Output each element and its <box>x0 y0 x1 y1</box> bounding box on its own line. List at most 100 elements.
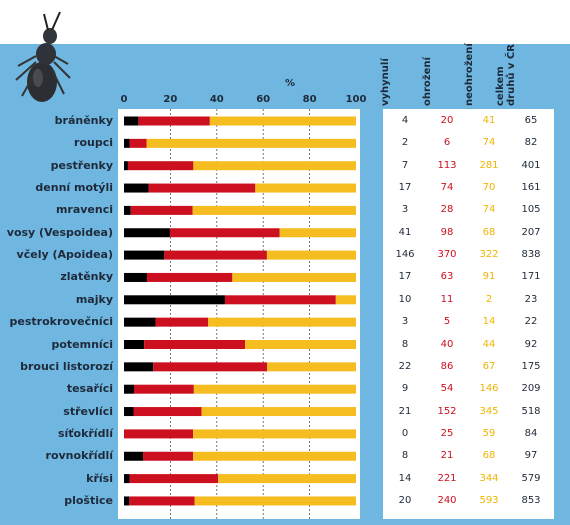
bar-segment <box>194 496 356 506</box>
table-cell: 68 <box>482 226 496 238</box>
table-cell: 68 <box>482 450 496 462</box>
table-cell: 74 <box>482 137 496 149</box>
counts-table: 4 20 41 65 2 6 74 82 7 113 281 401 17 74 70 161 3 28 74 105… <box>383 109 554 519</box>
bar-segment <box>124 496 130 506</box>
table-cell: 838 <box>521 249 541 261</box>
table-header: ohrožení <box>422 38 467 106</box>
category-label: zlatěnky <box>60 270 113 284</box>
table-cell: 22 <box>524 316 538 328</box>
table-cell: 92 <box>524 338 538 350</box>
bar-segment <box>209 116 356 126</box>
bar-segment <box>124 138 130 148</box>
bar-segment <box>129 474 219 484</box>
table-cell: 22 <box>398 360 412 372</box>
table-cell: 14 <box>482 316 496 328</box>
table-cell: 171 <box>521 271 541 283</box>
bar-segment <box>153 362 268 372</box>
category-label: tesaříci <box>66 382 113 396</box>
table-cell: 8 <box>401 338 409 350</box>
category-label: majky <box>75 292 113 306</box>
table-cell: 25 <box>440 427 454 439</box>
bar-segment <box>192 205 356 215</box>
bar-segment <box>129 138 147 148</box>
x-tick-label: 40 <box>209 94 224 105</box>
table-cell: 10 <box>398 293 412 305</box>
bar-segment <box>133 384 194 394</box>
table-cell: 518 <box>521 405 541 417</box>
table-cell: 344 <box>479 472 499 484</box>
table-cell: 175 <box>521 360 541 372</box>
category-label: ploštice <box>64 493 113 507</box>
table-cell: 86 <box>440 360 454 372</box>
table-cell: 65 <box>524 115 538 126</box>
table-cell: 370 <box>437 249 457 261</box>
x-tick-label: 100 <box>345 94 367 105</box>
table-cell: 21 <box>398 405 412 417</box>
x-tick-label: 0 <box>120 94 128 105</box>
bar-segment <box>127 161 194 171</box>
bar-segment <box>193 384 356 394</box>
bar-segment <box>335 295 356 305</box>
table-cell: 97 <box>524 450 538 462</box>
x-tick-label: 80 <box>302 94 317 105</box>
x-tick-label: 20 <box>163 94 178 105</box>
category-label: pestřenky <box>50 158 113 172</box>
table-header-label: ohrožení <box>422 57 433 106</box>
bar-segment <box>129 496 195 506</box>
table-cell: 113 <box>437 159 457 171</box>
category-label: pestrokrovečníci <box>9 315 113 329</box>
table-cell: 98 <box>440 226 454 238</box>
category-label: křísi <box>86 471 113 485</box>
table-cell: 74 <box>440 182 454 194</box>
bar-segment <box>169 228 280 238</box>
table-cell: 14 <box>398 472 412 484</box>
table-cell: 281 <box>479 159 499 171</box>
bar-segment <box>124 250 165 260</box>
category-label: bráněnky <box>54 114 113 127</box>
bar-segment <box>124 407 134 417</box>
bar-segment <box>124 362 154 372</box>
table-cell: 91 <box>482 271 496 283</box>
bar-segment <box>245 340 356 349</box>
table-cell: 17 <box>398 182 412 194</box>
table-cell: 209 <box>521 383 541 395</box>
table-cell: 401 <box>521 159 541 171</box>
bar-segment <box>146 272 233 282</box>
category-label: denní motýli <box>35 181 113 195</box>
bar-segment <box>255 183 356 193</box>
table-cell: 84 <box>524 427 538 439</box>
table-cell: 41 <box>398 226 412 238</box>
bar-segment <box>138 116 210 126</box>
bar-segment <box>148 183 256 193</box>
beetle-icon <box>15 11 71 102</box>
bar-segment <box>146 138 356 148</box>
axis-title: % <box>285 78 296 89</box>
table-cell: 579 <box>521 472 541 484</box>
category-label: vosy (Vespoidea) <box>6 225 113 239</box>
bar-segment <box>232 272 356 282</box>
bar-segment <box>124 161 128 171</box>
bar-segment <box>224 295 336 305</box>
bar-segment <box>124 183 149 193</box>
bar-segment <box>124 451 144 461</box>
bar-segment <box>155 317 209 327</box>
table-cell: 54 <box>440 383 454 395</box>
table-cell: 853 <box>521 494 541 506</box>
bar-segment <box>124 384 134 394</box>
bar-segment <box>193 161 356 171</box>
bar-segment <box>144 340 246 349</box>
table-cell: 11 <box>440 293 454 305</box>
category-label: brouci listorozí <box>20 359 113 373</box>
table-header-label: vyhynulí <box>380 58 391 106</box>
table-cell: 3 <box>401 204 409 216</box>
bar-segment <box>267 362 356 372</box>
table-cell: 105 <box>521 204 541 216</box>
table-cell: 6 <box>443 137 451 149</box>
table-cell: 146 <box>395 249 415 261</box>
table-cell: 2 <box>401 137 409 149</box>
table-cell: 8 <box>401 450 409 462</box>
table-cell: 161 <box>521 182 541 194</box>
bar-segment <box>279 228 356 238</box>
table-cell: 20 <box>440 115 454 126</box>
bar-segment <box>124 340 145 349</box>
